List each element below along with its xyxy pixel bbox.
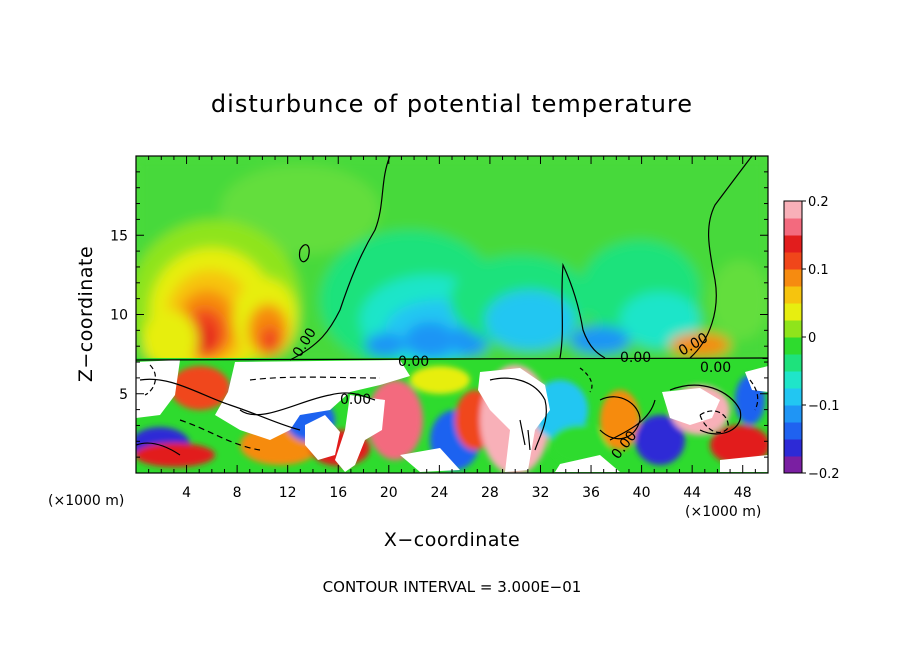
colorbar-swatch	[784, 235, 802, 253]
x-unit-left: (×1000 m)	[48, 493, 124, 509]
x-unit-right: (×1000 m)	[685, 504, 761, 520]
colorbar-swatch	[784, 337, 802, 355]
x-tick-label: 8	[233, 485, 242, 501]
colorbar-swatch	[784, 405, 802, 423]
y-tick-label: 15	[110, 228, 128, 244]
contour-interval-note: CONTOUR INTERVAL = 3.000E−01	[323, 578, 582, 596]
y-axis-label: Z−coordinate	[75, 246, 97, 382]
colorbar-tick-label: 0.1	[808, 263, 829, 278]
plot-area: 0.00 0.00 0.00 0.00 0.00 0.00 0.00	[136, 156, 768, 473]
colorbar-swatch	[784, 303, 802, 321]
colorbar-swatch	[784, 388, 802, 406]
x-tick-label: 12	[279, 485, 297, 501]
colorbar-tick-label: −0.1	[808, 399, 840, 414]
y-axis: 5 10 15	[110, 171, 768, 458]
contour-label: 0.00	[398, 354, 429, 370]
y-tick-label: 5	[119, 387, 128, 403]
contour-lines	[136, 156, 768, 456]
colorbar-swatch	[784, 269, 802, 287]
y-tick-label: 10	[110, 308, 128, 324]
chart-title: disturbunce of potential temperature	[211, 90, 693, 118]
colorbar-swatch	[784, 439, 802, 457]
x-tick-label: 48	[734, 485, 752, 501]
contour-label: 0.00	[620, 350, 651, 366]
colorbar-tick-label: 0	[808, 331, 816, 346]
x-tick-label: 24	[430, 485, 448, 501]
upper-field	[136, 156, 768, 359]
lower-field	[136, 358, 768, 473]
x-axis-label: X−coordinate	[384, 529, 520, 551]
colorbar-swatch	[784, 354, 802, 372]
colorbar	[784, 201, 802, 474]
colorbar-swatch	[784, 456, 802, 474]
x-tick-label: 36	[582, 485, 600, 501]
colorbar-swatch	[784, 371, 802, 389]
x-tick-label: 28	[481, 485, 499, 501]
colorbar-ticks: 0.2 0.1 0 −0.1 −0.2	[802, 195, 840, 482]
contour-label: 0.00	[340, 392, 371, 408]
x-tick-label: 32	[532, 485, 550, 501]
x-tick-label: 40	[633, 485, 651, 501]
colorbar-swatch	[784, 320, 802, 338]
x-tick-label: 16	[329, 485, 347, 501]
x-tick-label: 20	[380, 485, 398, 501]
colorbar-swatch	[784, 201, 802, 219]
colorbar-tick-label: −0.2	[808, 467, 840, 482]
x-tick-label: 4	[182, 485, 191, 501]
x-tick-label: 44	[683, 485, 701, 501]
colorbar-swatch	[784, 422, 802, 440]
contour-label: 0.00	[700, 360, 731, 376]
colorbar-tick-label: 0.2	[808, 195, 829, 210]
colorbar-swatch	[784, 218, 802, 236]
x-axis: 4 8 12 16 20 24 28 32 36 40 44 48	[148, 156, 756, 501]
colorbar-swatch	[784, 286, 802, 304]
colorbar-swatch	[784, 252, 802, 270]
